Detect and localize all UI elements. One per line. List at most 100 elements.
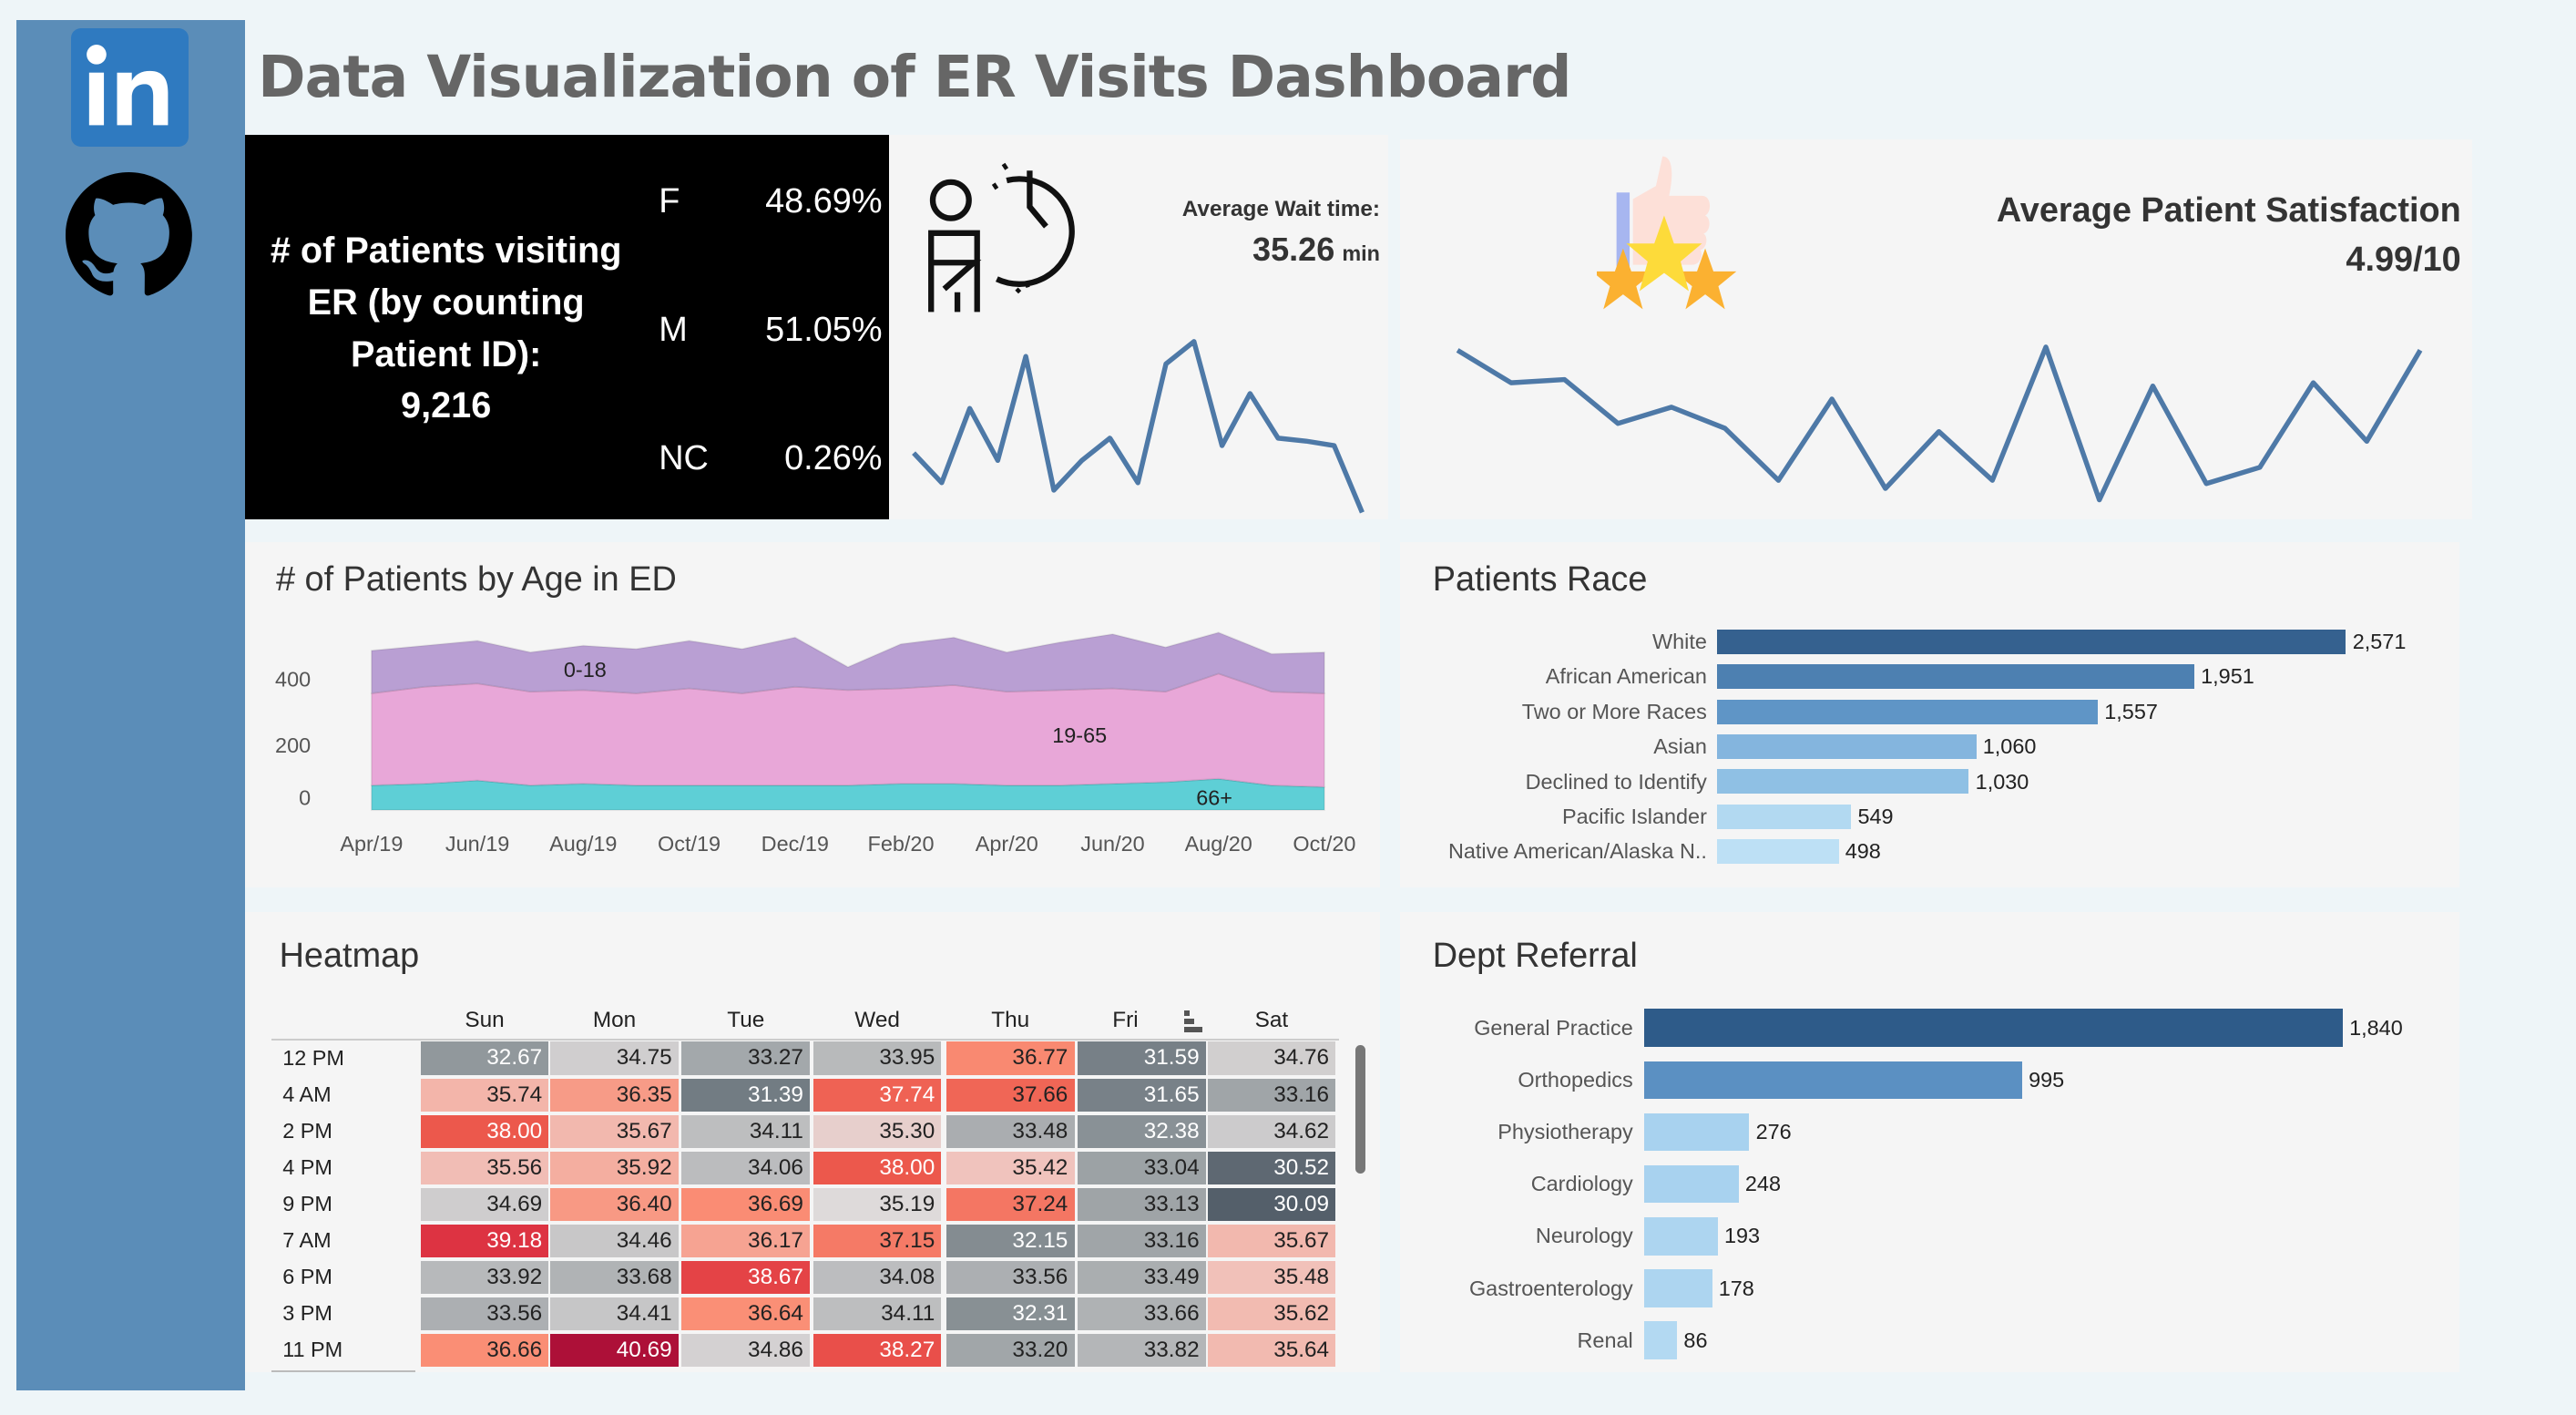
heatmap-cell[interactable]: 30.52	[1207, 1151, 1336, 1184]
area-0-18[interactable]	[370, 631, 1325, 695]
heatmap-cell[interactable]: 36.77	[946, 1041, 1075, 1075]
heatmap-cell[interactable]: 33.49	[1078, 1260, 1206, 1294]
heatmap-cell[interactable]: 35.30	[813, 1114, 942, 1148]
heatmap-cell[interactable]: 36.64	[681, 1297, 811, 1330]
heatmap-cell[interactable]: 35.92	[550, 1151, 679, 1184]
heatmap-cell[interactable]: 33.56	[946, 1260, 1075, 1294]
dept-bar[interactable]	[1644, 1061, 2022, 1100]
heatmap-cell[interactable]: 34.62	[1207, 1114, 1336, 1148]
heatmap-cell[interactable]: 35.48	[1207, 1260, 1336, 1294]
heatmap-cell[interactable]: 39.18	[420, 1224, 549, 1257]
dept-bar[interactable]	[1644, 1269, 1712, 1307]
heatmap-cell[interactable]: 33.16	[1207, 1078, 1336, 1112]
area-19-65[interactable]	[370, 672, 1325, 788]
heatmap-cell[interactable]: 33.48	[946, 1114, 1075, 1148]
dept-bar[interactable]	[1644, 1113, 1750, 1152]
heatmap-column-header[interactable]: Sun	[465, 1007, 505, 1032]
age-chart-title: # of Patients by Age in ED	[275, 560, 677, 599]
heatmap-cell[interactable]: 35.64	[1207, 1333, 1336, 1367]
race-bar[interactable]	[1716, 839, 1839, 865]
heatmap-cell[interactable]: 33.04	[1078, 1151, 1206, 1184]
x-tick-label: Aug/20	[1184, 832, 1252, 856]
wait-time-line	[911, 339, 1365, 514]
heatmap-cell[interactable]: 34.76	[1207, 1041, 1336, 1075]
y-tick-label: 400	[275, 668, 311, 692]
heatmap-column-header[interactable]: Sat	[1254, 1007, 1289, 1032]
heatmap-cell[interactable]: 33.92	[420, 1260, 549, 1294]
x-tick-label: Aug/19	[549, 832, 617, 856]
patient-count-label: ER (by counting	[307, 282, 585, 323]
github-icon[interactable]	[66, 172, 192, 299]
heatmap-cell[interactable]: 40.69	[550, 1333, 679, 1367]
heatmap-column-header[interactable]: Wed	[854, 1007, 900, 1032]
heatmap-cell[interactable]: 38.27	[813, 1333, 942, 1367]
race-bar[interactable]	[1716, 699, 2099, 724]
heatmap-cell[interactable]: 33.13	[1078, 1187, 1206, 1221]
heatmap-cell[interactable]: 33.68	[550, 1260, 679, 1294]
heatmap-cell[interactable]: 35.42	[946, 1151, 1075, 1184]
heatmap-column-header[interactable]: Tue	[727, 1007, 765, 1032]
heatmap-cell[interactable]: 31.65	[1078, 1078, 1206, 1112]
heatmap-cell[interactable]: 35.56	[420, 1151, 549, 1184]
heatmap-cell[interactable]: 38.67	[681, 1260, 811, 1294]
heatmap-cell[interactable]: 35.19	[813, 1187, 942, 1221]
heatmap-column-header[interactable]: Thu	[991, 1007, 1030, 1032]
heatmap-column-header[interactable]: Fri	[1112, 1007, 1139, 1032]
race-bar[interactable]	[1716, 664, 2194, 690]
heatmap-cell[interactable]: 32.15	[946, 1224, 1075, 1257]
heatmap-cell[interactable]: 36.17	[681, 1224, 811, 1257]
heatmap-cell[interactable]: 30.09	[1207, 1187, 1336, 1221]
heatmap-cell[interactable]: 36.66	[420, 1333, 549, 1367]
heatmap-cell[interactable]: 32.67	[420, 1041, 549, 1075]
heatmap-cell[interactable]: 37.74	[813, 1078, 942, 1112]
heatmap-scrollbar[interactable]	[1354, 1045, 1365, 1174]
linkedin-icon[interactable]	[70, 27, 189, 147]
dept-bar[interactable]	[1644, 1164, 1739, 1204]
dept-bar[interactable]	[1644, 1217, 1718, 1256]
heatmap-cell[interactable]: 34.69	[420, 1187, 549, 1221]
dept-bar[interactable]	[1644, 1009, 2343, 1047]
heatmap-cell[interactable]: 35.74	[420, 1078, 549, 1112]
header-divider	[271, 1038, 1339, 1041]
heatmap-cell[interactable]: 34.11	[681, 1114, 811, 1148]
heatmap-column-header[interactable]: Mon	[592, 1007, 637, 1032]
sidebar	[16, 19, 245, 1390]
race-bar[interactable]	[1716, 629, 2346, 654]
heatmap-cell[interactable]: 35.62	[1207, 1297, 1336, 1330]
race-bar[interactable]	[1716, 769, 1969, 795]
race-bar[interactable]	[1716, 734, 1977, 760]
heatmap-cell[interactable]: 34.11	[813, 1297, 942, 1330]
sort-icon[interactable]	[1183, 1010, 1203, 1033]
heatmap-cell[interactable]: 35.67	[1207, 1224, 1336, 1257]
heatmap-cell[interactable]: 34.08	[813, 1260, 942, 1294]
heatmap-cell[interactable]: 34.06	[681, 1151, 811, 1184]
heatmap-cell[interactable]: 35.67	[550, 1114, 679, 1148]
heatmap-cell[interactable]: 33.82	[1078, 1333, 1206, 1367]
heatmap-cell[interactable]: 38.00	[420, 1114, 549, 1148]
heatmap-cell[interactable]: 34.41	[550, 1297, 679, 1330]
heatmap-cell[interactable]: 32.38	[1078, 1114, 1206, 1148]
heatmap-cell[interactable]: 31.59	[1078, 1041, 1206, 1075]
race-bar[interactable]	[1716, 804, 1852, 829]
heatmap-cell[interactable]: 37.24	[946, 1187, 1075, 1221]
heatmap-cell[interactable]: 33.66	[1078, 1297, 1206, 1330]
heatmap-cell[interactable]: 33.16	[1078, 1224, 1206, 1257]
x-tick-label: Jun/20	[1080, 832, 1144, 856]
heatmap-cell[interactable]: 34.86	[681, 1333, 811, 1367]
heatmap-cell[interactable]: 31.39	[681, 1078, 811, 1112]
heatmap-cell[interactable]: 38.00	[813, 1151, 942, 1184]
x-tick-label: Apr/19	[340, 832, 403, 856]
heatmap-cell[interactable]: 36.69	[681, 1187, 811, 1221]
heatmap-cell[interactable]: 33.56	[420, 1297, 549, 1330]
heatmap-cell[interactable]: 36.35	[550, 1078, 679, 1112]
heatmap-cell[interactable]: 33.95	[813, 1041, 942, 1075]
heatmap-cell[interactable]: 37.66	[946, 1078, 1075, 1112]
heatmap-cell[interactable]: 32.31	[946, 1297, 1075, 1330]
dept-bar[interactable]	[1644, 1321, 1678, 1359]
heatmap-cell[interactable]: 34.46	[550, 1224, 679, 1257]
heatmap-cell[interactable]: 33.20	[946, 1333, 1075, 1367]
heatmap-cell[interactable]: 34.75	[550, 1041, 679, 1075]
heatmap-cell[interactable]: 36.40	[550, 1187, 679, 1221]
heatmap-cell[interactable]: 33.27	[681, 1041, 811, 1075]
heatmap-cell[interactable]: 37.15	[813, 1224, 942, 1257]
